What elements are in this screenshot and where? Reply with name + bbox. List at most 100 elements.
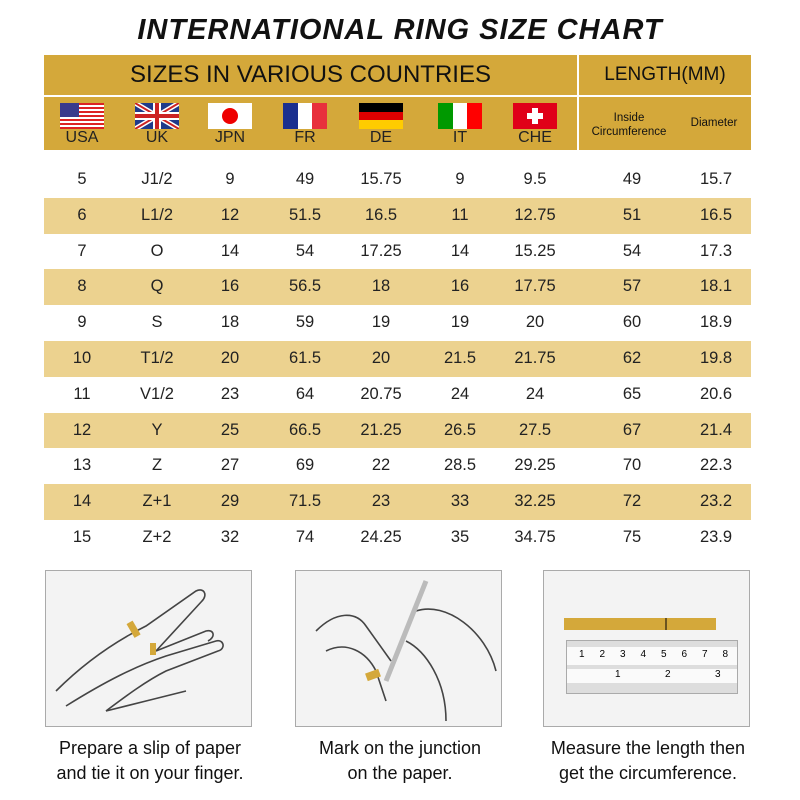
table-cell: 21.25: [360, 420, 402, 439]
table-cell: L1/2: [140, 205, 174, 224]
table-cell: 54: [622, 241, 642, 260]
step-caption: Measure the length then get the circumfer…: [518, 736, 778, 786]
table-cell: 57: [622, 277, 642, 296]
table-cell: 71.5: [288, 492, 322, 511]
table-cell: V1/2: [140, 384, 174, 403]
table-cell: 70: [622, 456, 642, 475]
table-cell: Z+2: [142, 527, 172, 546]
table-cell: 11: [451, 205, 469, 224]
table-cell: 60: [622, 313, 642, 332]
table-cell: 61.5: [288, 348, 322, 367]
table-cell: 5: [77, 170, 87, 188]
table-cell: J1/2: [141, 170, 173, 188]
step2-illustration: [295, 570, 502, 727]
step1-illustration: [45, 570, 252, 727]
table-cell: 29.25: [514, 456, 556, 475]
table-cell: 66.5: [288, 420, 322, 439]
country-label-fr: FR: [294, 129, 316, 146]
inside-label: Inside: [613, 112, 645, 124]
circumference-label: Circumference: [591, 126, 667, 138]
table-cell: 18.1: [699, 277, 733, 296]
diameter-header: Diameter: [690, 117, 738, 129]
table-row: 8 Q 16 56.5 18 16 17.75 57 18.1: [44, 269, 751, 306]
table-cell: 20.75: [360, 384, 402, 403]
germany-flag-icon: [359, 103, 403, 129]
table-cell: 12: [220, 205, 240, 224]
table-header: SIZES IN VARIOUS COUNTRIES LENGTH(MM) US…: [44, 55, 751, 150]
caption-line-1: Prepare a slip of paper: [58, 738, 242, 758]
caption-line-1: Mark on the junction: [318, 738, 482, 758]
table-cell: 17.25: [360, 241, 402, 260]
table-cell: 74: [295, 527, 315, 546]
table-cell: 27.5: [518, 420, 552, 439]
table-cell: 18: [220, 313, 240, 332]
country-label-it: IT: [452, 129, 468, 146]
table-cell: S: [151, 313, 163, 332]
ruler-cm-label: 3: [620, 649, 626, 660]
table-cell: 21.75: [514, 348, 556, 367]
size-table: 5 J1/2 9 49 15.75 9 9.5 49 15.7 6 L1/2 12 51.5 16.5 11…: [44, 162, 751, 556]
table-cell: Z: [151, 456, 163, 475]
paper-strip: [564, 618, 716, 630]
table-cell: 56.5: [288, 277, 322, 296]
table-cell: 23.2: [699, 492, 733, 511]
table-cell: 21.5: [443, 348, 477, 367]
countries-header: SIZES IN VARIOUS COUNTRIES: [44, 55, 579, 97]
caption-line-1: Measure the length then: [550, 738, 746, 758]
table-cell: 16: [450, 277, 470, 296]
table-cell: 15.75: [360, 170, 402, 188]
country-label-de: DE: [369, 129, 393, 146]
table-cell: 67: [622, 420, 642, 439]
table-cell: 22: [371, 456, 391, 475]
ruler-inch-label: 1: [615, 669, 621, 680]
france-flag-icon: [283, 103, 327, 129]
table-cell: 24: [525, 384, 545, 403]
table-cell: 15.25: [514, 241, 556, 260]
ruler-cm-label: 7: [702, 649, 708, 660]
table-cell: 13: [72, 456, 92, 475]
table-row: 9 S 18 59 19 19 20 60 18.9: [44, 305, 751, 341]
table-row: 10 T1/2 20 61.5 20 21.5 21.75 62 19.8: [44, 340, 751, 377]
table-cell: 69: [295, 456, 315, 475]
table-cell: 16.5: [699, 205, 733, 224]
table-cell: 54: [295, 241, 315, 260]
table-cell: 26.5: [443, 420, 477, 439]
table-cell: 12: [72, 420, 92, 439]
table-row: 13 Z 27 69 22 28.5 29.25 70 22.3: [44, 448, 751, 484]
ruler-inch-label: 2: [665, 669, 671, 680]
table-cell: 32.25: [514, 492, 556, 511]
table-cell: 12.75: [514, 205, 556, 224]
table-cell: 24.25: [360, 527, 402, 546]
table-cell: 14: [220, 241, 240, 260]
table-cell: 15.7: [699, 170, 733, 188]
table-cell: 62: [622, 348, 642, 367]
table-cell: O: [150, 241, 164, 260]
table-cell: 75: [622, 527, 642, 546]
step-caption: Mark on the junction on the paper.: [270, 736, 530, 786]
table-cell: 19: [371, 313, 391, 332]
table-cell: 20.6: [699, 384, 733, 403]
step-caption: Prepare a slip of paper and tie it on you…: [20, 736, 280, 786]
table-cell: 17.75: [514, 277, 556, 296]
table-cell: 6: [77, 205, 87, 224]
table-cell: 35: [450, 527, 470, 546]
table-cell: 8: [77, 277, 87, 296]
table-cell: 15: [72, 527, 92, 546]
page-title: INTERNATIONAL RING SIZE CHART: [137, 14, 663, 46]
table-cell: 19.8: [699, 348, 733, 367]
ruler-cm-label: 8: [722, 649, 729, 660]
table-cell: 20: [371, 348, 391, 367]
table-cell: 14: [450, 241, 470, 260]
table-cell: 9.5: [523, 170, 547, 188]
table-cell: 9: [455, 170, 465, 188]
table-cell: 21.4: [699, 420, 733, 439]
table-cell: 20: [525, 313, 545, 332]
table-cell: 65: [622, 384, 642, 403]
country-label-che: CHE: [518, 129, 552, 146]
country-label-usa: USA: [65, 129, 99, 146]
italy-flag-icon: [438, 103, 482, 129]
country-label-jpn: JPN: [214, 129, 246, 146]
table-cell: 32: [220, 527, 240, 546]
ruler-cm-label: 1: [579, 649, 585, 660]
